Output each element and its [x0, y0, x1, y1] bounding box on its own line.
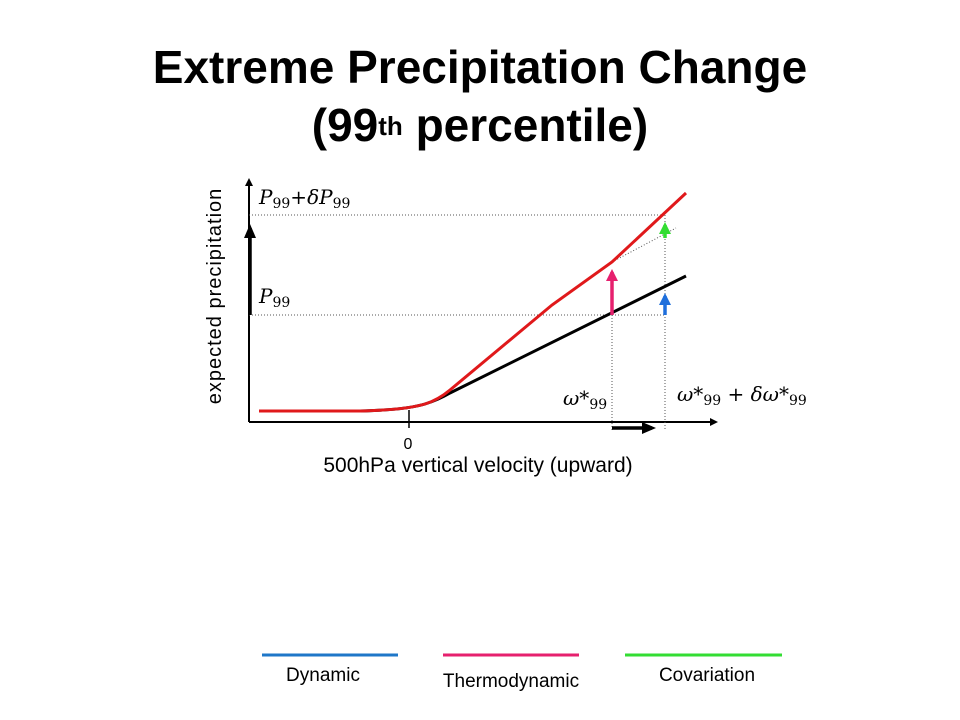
legend-label-dynamic: Dynamic [286, 665, 360, 686]
legend-label-covariation: Covariation [659, 665, 755, 686]
p99-label: P99 [258, 284, 290, 311]
zero-tick-label: 0 [404, 436, 413, 453]
baseline-curve [259, 274, 687, 413]
y-axis-label: expected precipitation [204, 188, 226, 405]
x-axis-label: 500hPa vertical velocity (upward) [323, 454, 632, 477]
title-line-1: Extreme Precipitation Change [152, 41, 808, 93]
omega-shift-label: ω*99 + δω*99 [677, 382, 807, 409]
legend-label-thermodynamic: Thermodynamic [443, 671, 579, 692]
title-line-2: (99th percentile) [311, 99, 649, 151]
omega-label: ω*99 [563, 386, 607, 413]
p99-shift-label: P99+δP99 [258, 185, 350, 212]
warmed-curve [259, 191, 688, 413]
